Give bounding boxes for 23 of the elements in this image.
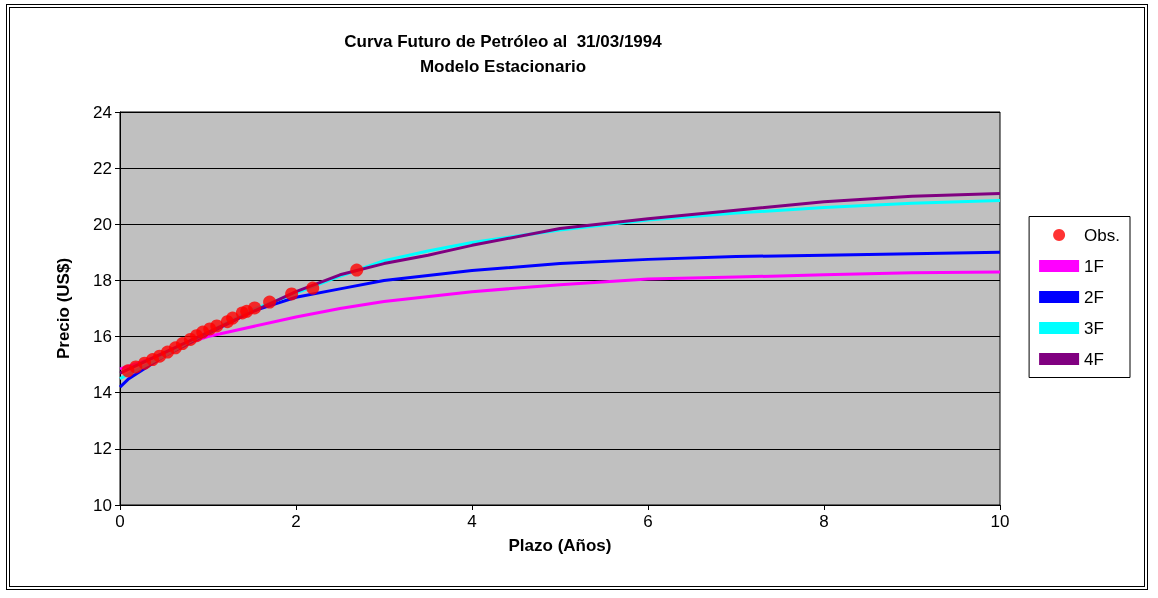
legend-label: 2F xyxy=(1084,287,1104,307)
x-tick-label: 4 xyxy=(467,512,477,531)
x-axis-title: Plazo (Años) xyxy=(508,536,612,555)
y-tick-label: 20 xyxy=(93,214,112,234)
x-tick-label: 2 xyxy=(291,512,301,531)
y-axis-title: Precio (US$) xyxy=(54,257,73,360)
y-tick-label: 18 xyxy=(93,270,112,290)
y-tick-label: 16 xyxy=(93,327,112,347)
x-tick-label: 8 xyxy=(819,512,829,531)
legend-label: 3F xyxy=(1084,318,1104,338)
chart-title: Curva Futuro de Petróleo al 31/03/1994 xyxy=(344,32,663,51)
legend-label: 4F xyxy=(1084,349,1104,369)
legend-label: 1F xyxy=(1084,256,1104,276)
x-tick-label: 10 xyxy=(990,512,1010,531)
legend-label: Obs. xyxy=(1084,225,1121,245)
y-tick-label: 24 xyxy=(93,102,112,122)
y-tick-label: 22 xyxy=(93,158,112,178)
x-tick-label: 6 xyxy=(643,512,653,531)
y-tick-label: 14 xyxy=(93,383,112,403)
chart-subtitle: Modelo Estacionario xyxy=(419,57,587,76)
y-tick-label: 10 xyxy=(93,495,112,515)
y-tick-label: 12 xyxy=(93,439,112,459)
x-tick-label: 0 xyxy=(115,512,125,531)
